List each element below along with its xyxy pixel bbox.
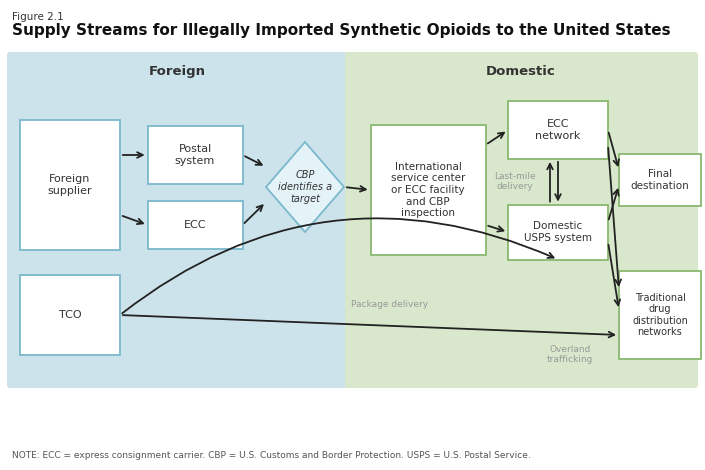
Polygon shape (266, 142, 344, 232)
FancyBboxPatch shape (619, 271, 701, 359)
Text: Foreign: Foreign (149, 65, 205, 78)
Text: ECC
network: ECC network (535, 119, 581, 141)
Text: NOTE: ECC = express consignment carrier. CBP = U.S. Customs and Border Protectio: NOTE: ECC = express consignment carrier.… (12, 451, 531, 460)
FancyBboxPatch shape (371, 125, 486, 255)
Text: International
service center
or ECC facility
and CBP
inspection: International service center or ECC faci… (391, 162, 465, 218)
Text: Domestic
USPS system: Domestic USPS system (524, 221, 592, 243)
Text: Overland
trafficking: Overland trafficking (547, 345, 593, 364)
FancyBboxPatch shape (147, 201, 243, 249)
FancyBboxPatch shape (20, 120, 120, 250)
Text: ECC: ECC (184, 220, 207, 230)
Text: Last-mile
delivery: Last-mile delivery (494, 172, 536, 191)
Text: Figure 2.1: Figure 2.1 (12, 12, 63, 22)
Text: Supply Streams for Illegally Imported Synthetic Opioids to the United States: Supply Streams for Illegally Imported Sy… (12, 23, 670, 38)
FancyBboxPatch shape (20, 275, 120, 355)
Text: Foreign
supplier: Foreign supplier (48, 174, 92, 196)
Text: TCO: TCO (59, 310, 81, 320)
FancyBboxPatch shape (619, 154, 701, 206)
Text: Traditional
drug
distribution
networks: Traditional drug distribution networks (632, 293, 688, 337)
FancyBboxPatch shape (345, 52, 698, 388)
Text: CBP
identifies a
target: CBP identifies a target (278, 171, 332, 204)
FancyBboxPatch shape (508, 204, 608, 259)
Text: Package delivery: Package delivery (351, 300, 429, 309)
Text: Final
destination: Final destination (631, 169, 689, 191)
Text: Postal
system: Postal system (175, 144, 215, 166)
FancyBboxPatch shape (7, 52, 348, 388)
Text: Domestic: Domestic (486, 65, 556, 78)
FancyBboxPatch shape (508, 101, 608, 159)
FancyBboxPatch shape (147, 126, 243, 184)
